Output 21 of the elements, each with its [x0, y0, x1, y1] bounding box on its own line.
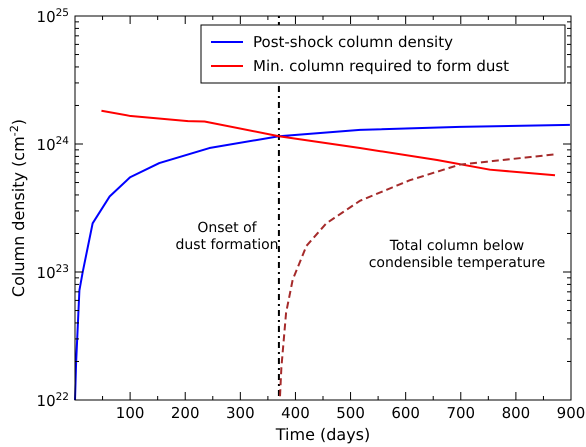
y-tick-label: 10$^{25}$ [36, 7, 69, 26]
x-tick-label: 300 [226, 404, 255, 422]
y-tick-label: 10$^{22}$ [36, 391, 69, 410]
x-axis-title: Time (days) [274, 425, 370, 444]
x-tick-label: 500 [336, 404, 365, 422]
line-series [100, 110, 556, 176]
x-tick-label: 700 [446, 404, 476, 422]
line-series [279, 153, 556, 398]
x-tick-label: 200 [170, 404, 200, 422]
line-series [74, 124, 571, 401]
y-tick-label: 10$^{23}$ [36, 263, 69, 282]
y-tick-label: 10$^{24}$ [36, 135, 70, 154]
x-tick-label: 600 [391, 404, 420, 422]
legend-label: Post-shock column density [253, 33, 454, 51]
x-tick-label: 400 [281, 404, 310, 422]
x-tick-label: 100 [116, 404, 144, 422]
x-tick-label: 900 [556, 404, 586, 422]
annotation: Onset of dust formation [175, 220, 279, 253]
annotation: Total column below condensible temperature [368, 238, 546, 271]
x-tick-label: 800 [502, 404, 530, 422]
legend-label: Min. column required to form dust [253, 57, 510, 75]
